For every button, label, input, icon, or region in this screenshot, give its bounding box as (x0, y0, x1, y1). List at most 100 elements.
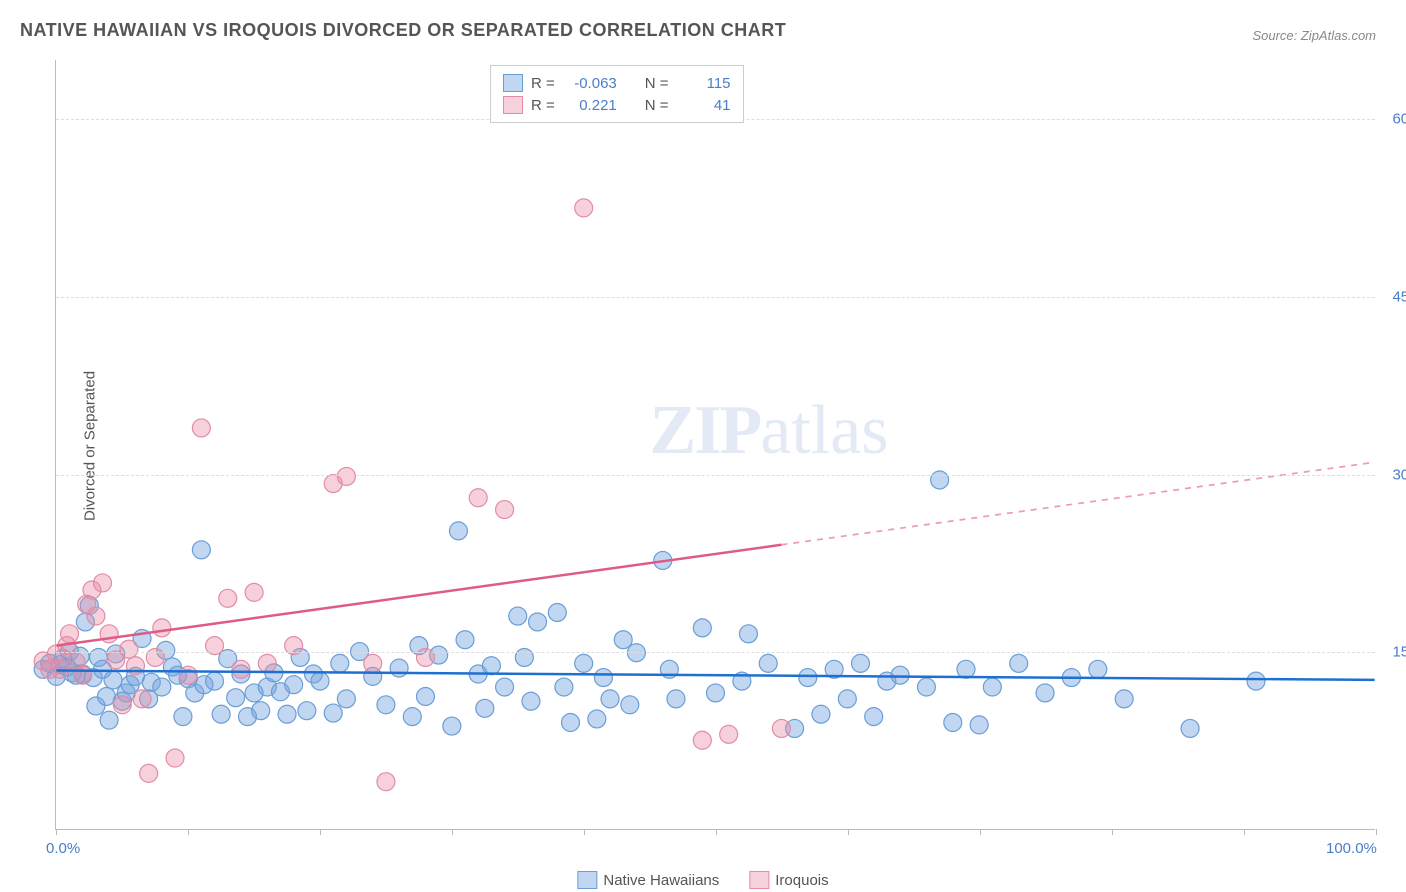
stats-row-hawaiian: R = -0.063 N = 115 (503, 72, 731, 94)
legend-label-iroquois: Iroquois (775, 872, 828, 889)
gridline (56, 297, 1375, 298)
data-point (311, 672, 329, 690)
data-point (403, 708, 421, 726)
data-point (917, 678, 935, 696)
data-point (509, 607, 527, 625)
chart-container: NATIVE HAWAIIAN VS IROQUOIS DIVORCED OR … (0, 0, 1406, 892)
data-point (575, 199, 593, 217)
chart-svg (56, 60, 1375, 829)
data-point (227, 689, 245, 707)
n-value-iroquois: 41 (681, 97, 731, 114)
data-point (707, 684, 725, 702)
data-point (166, 749, 184, 767)
data-point (390, 659, 408, 677)
data-point (219, 589, 237, 607)
trend-line (56, 670, 1374, 679)
data-point (140, 764, 158, 782)
y-tick-label: 30.0% (1392, 466, 1406, 483)
trend-line (56, 545, 781, 646)
data-point (772, 719, 790, 737)
y-tick-label: 45.0% (1392, 288, 1406, 305)
data-point (865, 708, 883, 726)
data-point (594, 669, 612, 687)
data-point (838, 690, 856, 708)
data-point (720, 725, 738, 743)
data-point (476, 699, 494, 717)
stats-row-iroquois: R = 0.221 N = 41 (503, 94, 731, 116)
data-point (739, 625, 757, 643)
x-tick-label: 100.0% (1326, 840, 1377, 857)
data-point (891, 666, 909, 684)
data-point (245, 583, 263, 601)
swatch-hawaiian (503, 74, 523, 92)
x-tick (584, 829, 585, 835)
x-tick (716, 829, 717, 835)
data-point (146, 648, 164, 666)
chart-title: NATIVE HAWAIIAN VS IROQUOIS DIVORCED OR … (20, 20, 786, 41)
x-tick (1376, 829, 1377, 835)
data-point (456, 631, 474, 649)
stats-legend: R = -0.063 N = 115 R = 0.221 N = 41 (490, 65, 744, 123)
legend-item-iroquois: Iroquois (749, 871, 828, 889)
r-value-iroquois: 0.221 (567, 97, 617, 114)
data-point (337, 690, 355, 708)
data-point (482, 657, 500, 675)
data-point (529, 613, 547, 631)
data-point (667, 690, 685, 708)
data-point (1089, 660, 1107, 678)
data-point (174, 708, 192, 726)
data-point (601, 690, 619, 708)
x-tick (452, 829, 453, 835)
data-point (759, 654, 777, 672)
source-attribution: Source: ZipAtlas.com (1252, 28, 1376, 43)
data-point (621, 696, 639, 714)
data-point (416, 688, 434, 706)
data-point (1181, 719, 1199, 737)
data-point (588, 710, 606, 728)
data-point (562, 714, 580, 732)
data-point (416, 648, 434, 666)
legend-item-hawaiian: Native Hawaiians (577, 871, 719, 889)
data-point (496, 678, 514, 696)
y-tick-label: 15.0% (1392, 644, 1406, 661)
data-point (153, 678, 171, 696)
series-legend: Native Hawaiians Iroquois (577, 871, 828, 889)
data-point (179, 666, 197, 684)
data-point (337, 467, 355, 485)
data-point (575, 654, 593, 672)
data-point (555, 678, 573, 696)
data-point (852, 654, 870, 672)
x-tick (848, 829, 849, 835)
data-point (812, 705, 830, 723)
data-point (522, 692, 540, 710)
r-label: R = (531, 75, 555, 92)
data-point (298, 702, 316, 720)
swatch-iroquois (503, 96, 523, 114)
data-point (449, 522, 467, 540)
data-point (496, 501, 514, 519)
data-point (970, 716, 988, 734)
data-point (377, 773, 395, 791)
data-point (278, 705, 296, 723)
data-point (548, 604, 566, 622)
x-tick (56, 829, 57, 835)
data-point (331, 654, 349, 672)
data-point (120, 640, 138, 658)
x-tick-label: 0.0% (46, 840, 80, 857)
data-point (94, 574, 112, 592)
data-point (944, 714, 962, 732)
data-point (192, 419, 210, 437)
data-point (1247, 672, 1265, 690)
data-point (104, 671, 122, 689)
data-point (212, 705, 230, 723)
data-point (285, 676, 303, 694)
data-point (957, 660, 975, 678)
data-point (61, 625, 79, 643)
data-point (324, 704, 342, 722)
data-point (113, 696, 131, 714)
data-point (364, 654, 382, 672)
data-point (192, 541, 210, 559)
data-point (443, 717, 461, 735)
data-point (693, 619, 711, 637)
data-point (983, 678, 1001, 696)
